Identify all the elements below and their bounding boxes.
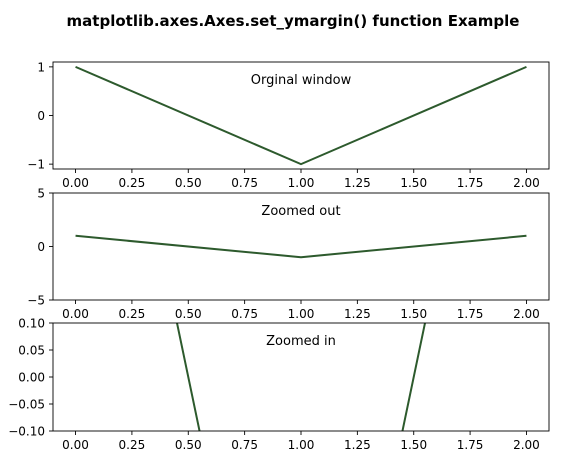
y-tick-label: −1: [27, 158, 45, 172]
x-tick-label: 1.50: [400, 176, 427, 190]
y-tick-label: −0.05: [8, 398, 45, 412]
x-tick-label: 1.75: [457, 176, 484, 190]
y-tick-label: 0: [37, 240, 45, 254]
x-tick-label: 1.25: [344, 307, 371, 321]
y-tick-label: −5: [27, 294, 45, 308]
x-tick-label: 1.75: [457, 307, 484, 321]
y-tick-label: 0.05: [18, 344, 45, 358]
x-tick-label: 1.50: [400, 307, 427, 321]
axes-panel-2: 0.00 0.25 0.50 0.75 1.00 1.25 1.50 1.75 2.00 5 0 −5…: [27, 187, 550, 321]
y-tick-label: 0.10: [18, 317, 45, 331]
axes-annotation-3: Zoomed in: [266, 334, 336, 349]
x-tick-label: 0.00: [62, 176, 89, 190]
x-tick-label: 1.50: [400, 438, 427, 452]
x-tick-label: 1.25: [344, 438, 371, 452]
x-tick-label: 0.50: [175, 307, 202, 321]
x-tick-label: 0.25: [119, 176, 146, 190]
x-tick-label: 0.50: [175, 176, 202, 190]
x-tick-label: 0.75: [231, 176, 258, 190]
figure-suptitle: matplotlib.axes.Axes.set_ymargin() funct…: [67, 12, 520, 30]
x-tick-label: 1.00: [288, 176, 315, 190]
y-tick-label: 0.00: [18, 371, 45, 385]
x-tick-label: 0.75: [231, 307, 258, 321]
axes-panel-1: 0.00 0.25 0.50 0.75 1.00 1.25 1.50 1.75 2.00 1 0 −1…: [27, 60, 550, 190]
x-tick-label: 1.00: [288, 307, 315, 321]
series-line-2-1: [75, 234, 527, 259]
x-tick-label: 0.25: [119, 307, 146, 321]
axes-annotation-1: Orginal window: [251, 73, 352, 88]
x-tick-label: 0.25: [119, 438, 146, 452]
x-tick-label: 0.00: [62, 307, 89, 321]
x-tick-label: 1.25: [344, 176, 371, 190]
y-tick-label: −0.10: [8, 425, 45, 439]
axes-annotation-2: Zoomed out: [261, 204, 340, 219]
x-tick-label: 1.00: [288, 438, 315, 452]
x-tick-label: 0.75: [231, 438, 258, 452]
y-tick-label: 0: [37, 109, 45, 123]
x-tick-label: 0.00: [62, 438, 89, 452]
x-tick-label: 2.00: [513, 438, 540, 452]
x-tick-label: 2.00: [513, 307, 540, 321]
y-tick-label: 1: [37, 60, 45, 74]
x-tick-label: 2.00: [513, 176, 540, 190]
series-line-3-1: [175, 323, 427, 431]
series-line-1-1: [75, 65, 527, 166]
x-tick-label: 0.50: [175, 438, 202, 452]
axes-panel-3: 0.00 0.25 0.50 0.75 1.00 1.25 1.50 1.75 2.00 0.10…: [8, 317, 550, 452]
y-tick-label: 5: [37, 187, 45, 201]
x-tick-label: 1.75: [457, 438, 484, 452]
